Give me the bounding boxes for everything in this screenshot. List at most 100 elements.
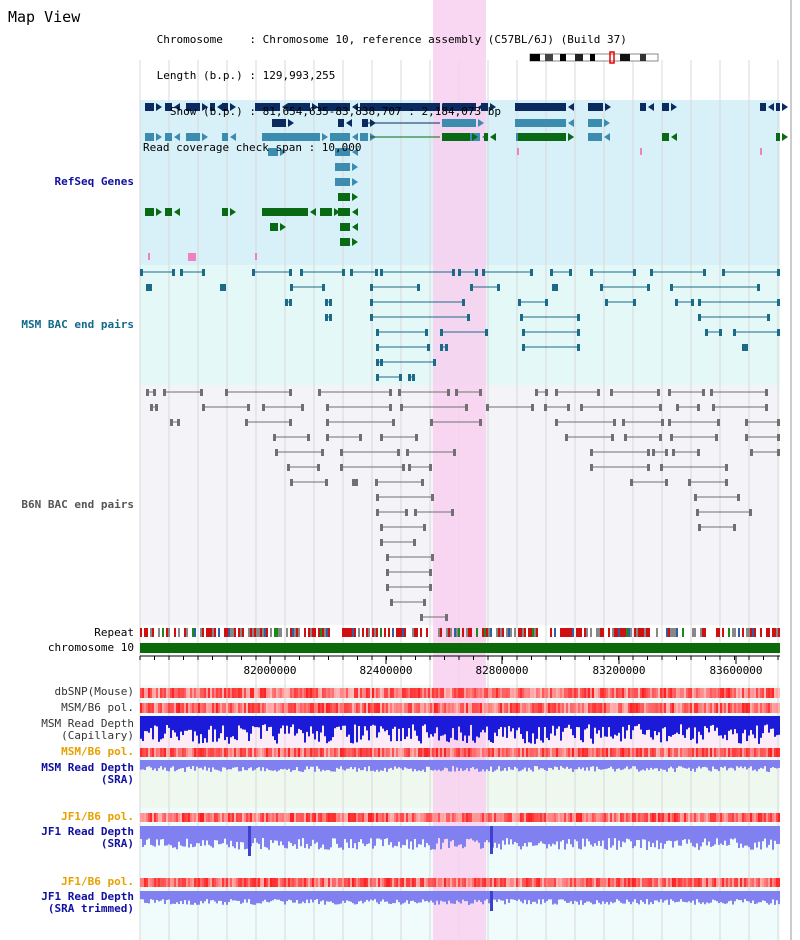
read-depth-bar [458, 760, 460, 772]
heat-cell [204, 878, 206, 887]
track-label-msm-depth-sra[interactable]: MSM Read Depth (SRA) [41, 761, 134, 786]
track-label-jf1-depth-trimmed[interactable]: JF1 Read Depth (SRA trimmed) [41, 890, 134, 915]
heat-cell [460, 813, 462, 822]
heat-cell [364, 813, 366, 822]
read-depth-bar [574, 891, 576, 901]
read-depth-bar [686, 826, 688, 844]
heat-cell [232, 703, 234, 713]
heat-cell [272, 703, 274, 713]
read-depth-bar [322, 826, 324, 845]
read-depth-bar [248, 716, 250, 742]
gene-strand-arrow [312, 103, 318, 111]
read-depth-bar [612, 716, 614, 739]
read-depth-bar [534, 716, 536, 744]
read-depth-bar [360, 760, 362, 771]
heat-cell [514, 878, 516, 887]
heat-cell [748, 813, 750, 822]
gene-strand-arrow [472, 133, 478, 141]
heat-cell [522, 813, 524, 822]
heat-cell [390, 878, 392, 887]
bac-end-right [399, 374, 402, 381]
heat-cell [684, 688, 686, 698]
heat-cell [560, 813, 562, 822]
heat-cell [462, 813, 464, 822]
heat-cell [512, 813, 514, 822]
read-depth-bar [624, 891, 626, 904]
repeat-element [668, 628, 670, 637]
heat-cell [254, 813, 256, 822]
bac-end-left [287, 464, 290, 471]
read-depth-bar [762, 716, 764, 734]
heat-cell [282, 878, 284, 887]
heat-cell [666, 688, 668, 698]
heat-cell [542, 813, 544, 822]
heat-cell [448, 703, 450, 713]
heat-cell [628, 703, 630, 713]
read-depth-bar [756, 716, 758, 726]
read-depth-bar [334, 826, 336, 839]
read-depth-bar [602, 716, 604, 727]
read-depth-bar [666, 826, 668, 841]
heat-cell [212, 748, 214, 757]
heat-cell [696, 748, 698, 757]
heat-cell [282, 703, 284, 713]
read-depth-bar [768, 891, 770, 905]
heat-cell [746, 703, 748, 713]
gene-strand-arrow [782, 133, 788, 141]
heat-cell [366, 813, 368, 822]
heat-cell [394, 703, 396, 713]
heat-cell [314, 748, 316, 757]
heat-cell [332, 813, 334, 822]
heat-cell [720, 703, 722, 713]
read-depth-bar [322, 716, 324, 726]
heat-cell [248, 688, 250, 698]
heat-cell [238, 878, 240, 887]
heat-cell [540, 703, 542, 713]
bac-end-left [386, 584, 389, 591]
read-depth-bar [768, 716, 770, 733]
refseq-gene [481, 103, 488, 111]
repeat-element [342, 628, 344, 637]
heat-cell [656, 748, 658, 757]
heat-cell [250, 748, 252, 757]
read-depth-bar [638, 716, 640, 725]
read-depth-bar [292, 891, 294, 903]
track-label-msm-bac[interactable]: MSM BAC end pairs [21, 318, 134, 331]
read-depth-bar [468, 891, 470, 905]
read-depth-bar [146, 826, 148, 840]
read-depth-bar [624, 760, 626, 769]
heat-cell [156, 813, 158, 822]
read-depth-bar [234, 826, 236, 849]
bac-end-left [414, 509, 417, 516]
heat-cell [240, 813, 242, 822]
heat-cell [326, 688, 328, 698]
heat-cell [526, 748, 528, 757]
read-depth-bar [728, 891, 730, 902]
read-depth-bar [382, 826, 384, 847]
read-depth-bar [602, 760, 604, 770]
track-label-refseq[interactable]: RefSeq Genes [54, 175, 134, 188]
repeat-element [778, 628, 780, 637]
read-depth-bar [572, 826, 574, 848]
read-depth-bar [418, 716, 420, 741]
heat-cell [636, 813, 638, 822]
heat-cell [208, 688, 210, 698]
read-depth-bar [674, 891, 676, 903]
read-depth-bar [374, 826, 376, 846]
heat-cell [514, 748, 516, 757]
heat-cell [290, 748, 292, 757]
read-depth-bar [346, 891, 348, 901]
heat-cell [470, 748, 472, 757]
track-label-b6n-bac[interactable]: B6N BAC end pairs [21, 498, 134, 511]
read-depth-bar [188, 716, 190, 730]
heat-cell [218, 813, 220, 822]
track-label-jf1-depth-sra[interactable]: JF1 Read Depth (SRA) [41, 825, 134, 850]
read-depth-bar [644, 826, 646, 840]
heat-cell [334, 688, 336, 698]
bac-end-right [317, 464, 320, 471]
gene-strand-arrow [346, 119, 352, 127]
read-depth-bar [540, 826, 542, 842]
read-depth-bar [764, 716, 766, 726]
heat-cell [698, 813, 700, 822]
